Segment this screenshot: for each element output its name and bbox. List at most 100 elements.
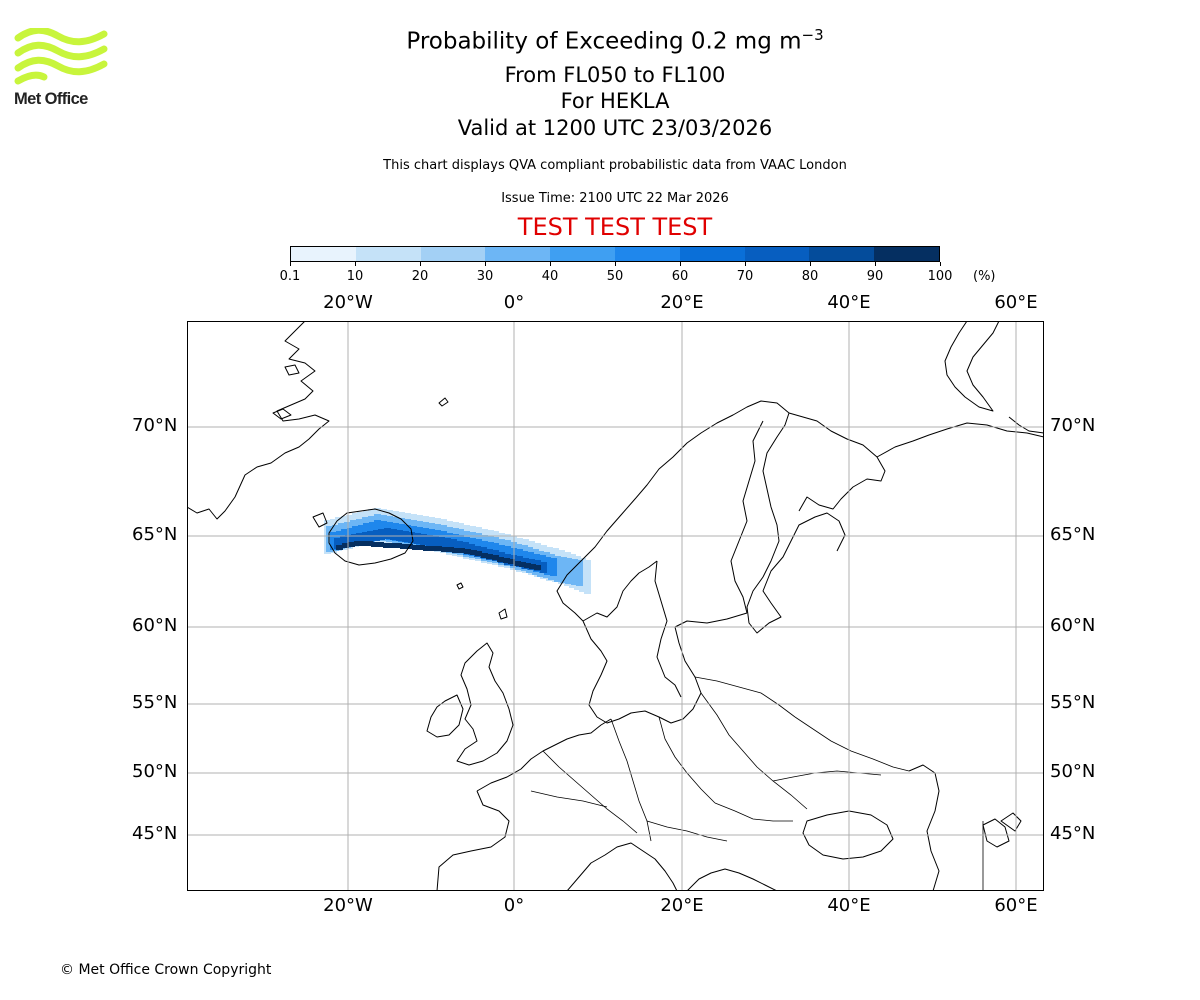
colorbar-tickmark — [810, 262, 811, 266]
plume-cell — [503, 558, 510, 563]
longitude-label-bottom: 20°E — [660, 895, 704, 916]
plume-cell — [534, 565, 541, 570]
coastlines — [187, 321, 1044, 891]
colorbar-tickmark — [940, 262, 941, 266]
kola-coast — [788, 412, 886, 512]
plume-cell — [330, 532, 337, 550]
colorbar-bin-4 — [550, 247, 615, 261]
probability-colorbar — [290, 246, 940, 262]
plume-cell — [400, 544, 407, 549]
colorbar-bin-6 — [679, 247, 745, 261]
plume-cell — [519, 562, 526, 567]
colorbar-tick-label: 40 — [541, 269, 559, 284]
plume-cell — [378, 529, 385, 540]
ireland-coast — [426, 694, 464, 738]
plume-cell — [371, 542, 378, 547]
title-superscript: −3 — [801, 26, 824, 44]
plume-cell — [450, 539, 457, 550]
plume-cell — [524, 563, 531, 568]
colorbar-tickmark — [355, 262, 356, 266]
colorbar-bin-3 — [485, 247, 551, 261]
plume-cell — [377, 542, 384, 547]
plume-cell — [550, 558, 557, 576]
met-office-logo: Met Office — [12, 26, 112, 112]
title-main-text: Probability of Exceeding 0.2 mg m — [406, 28, 802, 55]
plume-cell — [384, 528, 391, 539]
plume-cell — [429, 546, 436, 551]
latitude-label-right: 50°N — [1050, 761, 1096, 782]
colorbar-tickmark — [290, 262, 291, 266]
colorbar-bin-2 — [420, 247, 486, 261]
plume-cell — [584, 560, 591, 594]
longitude-label-top: 40°E — [827, 292, 871, 313]
longitude-label-bottom: 60°E — [994, 895, 1038, 916]
colorbar-tickmark — [875, 262, 876, 266]
ash-probability-plume — [324, 508, 591, 594]
logo-text: Met Office — [14, 90, 88, 108]
latitude-label-right: 70°N — [1050, 415, 1096, 436]
plume-cell — [481, 553, 488, 558]
plume-cell — [356, 533, 363, 544]
plume-cell — [560, 557, 567, 583]
plume-cell — [336, 545, 343, 550]
map-frame — [187, 321, 1044, 891]
plume-cell — [383, 543, 390, 548]
iceland-coast — [328, 508, 414, 566]
colorbar-tick-label: 30 — [476, 269, 494, 284]
plume-cell — [554, 556, 561, 582]
plume-cell — [475, 551, 482, 556]
plume-cell — [348, 542, 355, 547]
plume-cell — [423, 546, 430, 551]
plume-cell — [452, 548, 459, 553]
plume-cell — [456, 541, 463, 552]
plume-cell — [342, 543, 349, 548]
plume-cell — [354, 541, 361, 546]
plume-cell — [435, 546, 442, 551]
latitude-label-left: 60°N — [132, 615, 178, 636]
latitude-label-right: 55°N — [1050, 692, 1096, 713]
plume-cell — [334, 538, 341, 549]
plume-cell — [571, 559, 578, 585]
plume-cell — [389, 543, 396, 548]
latitude-label-left: 45°N — [132, 823, 178, 844]
plume-cell — [462, 542, 469, 553]
colorbar-tick-label: 50 — [606, 269, 624, 284]
plume-cell — [340, 536, 347, 547]
plume-cell — [508, 559, 515, 564]
met-office-waves-icon — [14, 26, 108, 85]
plume-cell — [360, 541, 367, 546]
graticule — [187, 321, 1044, 891]
colorbar-tickmark — [550, 262, 551, 266]
colorbar-tick-label: 90 — [866, 269, 884, 284]
plume-cell — [492, 555, 499, 560]
plume-cell — [362, 532, 369, 543]
plume-cell — [390, 529, 397, 540]
colorbar-unit: (%) — [973, 269, 996, 284]
colorbar-tickmark — [615, 262, 616, 266]
mediterranean-coast — [566, 842, 678, 891]
longitude-label-bottom: 20°W — [323, 895, 373, 916]
map-background — [187, 321, 1044, 891]
colorbar-tick-label: 0.1 — [279, 269, 301, 284]
colorbar-tick-label: 70 — [736, 269, 754, 284]
colorbar-bin-1 — [355, 247, 421, 261]
plume-cell — [408, 532, 415, 543]
colorbar-tickmark — [680, 262, 681, 266]
title-valid-time: Valid at 1200 UTC 23/03/2026 — [457, 116, 773, 140]
colorbar-tick-label: 60 — [671, 269, 689, 284]
colorbar-bin-7 — [744, 247, 810, 261]
plume-cell — [351, 534, 358, 545]
plume-cell — [447, 547, 454, 552]
plume-cell — [544, 557, 551, 575]
longitude-label-bottom: 40°E — [827, 895, 871, 916]
longitude-label-top: 60°E — [994, 292, 1038, 313]
plume-cell — [441, 547, 448, 552]
issue-time: Issue Time: 2100 UTC 22 Mar 2026 — [501, 191, 729, 206]
latitude-label-right: 65°N — [1050, 524, 1096, 545]
plume-cell — [464, 549, 471, 554]
map-panel — [187, 321, 1044, 891]
plume-cell — [444, 538, 451, 549]
caspian-coast — [908, 764, 940, 891]
plume-cell — [565, 558, 572, 584]
plume-cell — [514, 561, 521, 566]
